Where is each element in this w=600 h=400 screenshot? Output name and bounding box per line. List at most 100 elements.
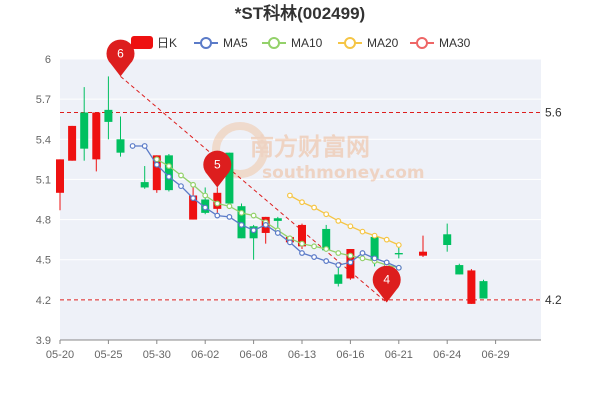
candle-body [68, 125, 77, 161]
x-tick-label: 06-21 [385, 349, 413, 361]
ma20-series [287, 192, 402, 248]
candle[interactable] [92, 112, 101, 172]
x-tick-label: 06-02 [191, 349, 219, 361]
marker-pin[interactable]: 6 [106, 39, 135, 77]
marker-pin[interactable]: 4 [372, 265, 401, 303]
candle[interactable] [237, 203, 246, 239]
candle[interactable] [467, 269, 476, 304]
candle[interactable] [394, 246, 403, 259]
legend-item-ma30[interactable]: MA30 [410, 36, 471, 50]
ma30-legend-marker [416, 37, 428, 49]
ma20-point [383, 236, 390, 243]
candle-body [152, 155, 161, 191]
candle-body [467, 270, 476, 304]
candle-body [164, 155, 173, 191]
x-tick-label: 06-13 [288, 349, 316, 361]
legend-label-ma5: MA5 [223, 36, 248, 50]
candle-body [419, 251, 427, 256]
ma5-point [287, 239, 293, 246]
ma5-point [274, 230, 281, 236]
candle[interactable] [334, 266, 343, 287]
watermark-logo: 南方财富网 southmoney.com [212, 122, 425, 183]
ma20-point [287, 192, 293, 199]
ma5-point [129, 143, 136, 149]
candle[interactable] [80, 87, 89, 161]
ma20-point [299, 199, 305, 206]
ma10-point [359, 255, 366, 262]
ma5-point [153, 161, 160, 168]
candle[interactable] [140, 166, 149, 189]
ma5-point [202, 204, 209, 211]
ma5-point [347, 259, 354, 266]
marker-pin[interactable]: 5 [203, 150, 232, 188]
legend-item-ma20[interactable]: MA20 [338, 36, 399, 50]
ma10-point [202, 192, 209, 199]
chart-title: *ST科林(002499) [235, 3, 365, 23]
marker-pin-label: 4 [383, 273, 390, 287]
ma20-point [347, 223, 354, 230]
kline-legend-swatch [131, 36, 153, 49]
ma5-point [214, 212, 221, 219]
candle[interactable] [164, 154, 173, 192]
candle-body [370, 236, 379, 260]
ma5-point [165, 173, 172, 180]
candle[interactable] [56, 159, 64, 211]
reference-line-label: 5.6 [545, 106, 562, 120]
legend-item-ma5[interactable]: MA5 [194, 36, 248, 50]
ma5-series [129, 143, 402, 271]
marker-pin-shape [372, 265, 401, 303]
y-axis: 6 5.7 5.4 5.1 4.8 4.5 4.2 3.9 [36, 54, 51, 347]
ma5-point [190, 195, 197, 202]
candle[interactable] [189, 186, 198, 220]
legend-item-ma10[interactable]: MA10 [262, 36, 323, 50]
candle-body [56, 159, 64, 193]
ma10-point [311, 243, 318, 250]
marker-pin-shape [203, 150, 232, 188]
candle[interactable] [443, 223, 452, 252]
legend-label-kline: 日K [157, 36, 177, 50]
moving-averages [129, 143, 402, 271]
x-tick-label: 05-20 [46, 349, 74, 361]
candle[interactable] [68, 125, 77, 161]
legend-label-ma10: MA10 [291, 36, 323, 50]
candle[interactable] [479, 279, 488, 299]
candle[interactable] [419, 235, 427, 258]
candle-body [104, 109, 113, 122]
trend-lines [120, 76, 388, 303]
candle-body [394, 253, 403, 255]
marker-pin-label: 6 [117, 46, 124, 60]
ma10-point [323, 246, 330, 252]
candle-body [443, 234, 452, 245]
ma20-point [395, 242, 402, 248]
plot-area [60, 59, 541, 340]
ma5-point [299, 250, 305, 256]
x-tick-label: 05-25 [94, 349, 122, 361]
candle[interactable] [104, 76, 113, 140]
ma10-point [250, 212, 257, 219]
candle[interactable] [455, 263, 464, 275]
ma10-point [299, 240, 305, 247]
ma5-point [335, 262, 342, 268]
ma10-point [335, 250, 342, 256]
candle-body [225, 152, 234, 204]
x-tick-label: 06-08 [240, 349, 268, 361]
ma10-point [178, 172, 184, 179]
trend-line [120, 76, 388, 303]
ma10-point [238, 209, 245, 216]
ma5-point [141, 143, 148, 149]
ma5-point [311, 254, 318, 260]
legend-item-kline[interactable]: 日K [131, 36, 177, 50]
x-tick-label: 05-30 [143, 349, 171, 361]
x-tick-label: 06-29 [482, 349, 510, 361]
candle[interactable] [116, 116, 125, 157]
candle-body [273, 218, 282, 221]
candle-body [334, 274, 343, 284]
ma5-point [238, 222, 245, 228]
ma20-point [335, 218, 342, 224]
ma20-point [359, 228, 366, 235]
ma10-legend-marker [268, 37, 280, 49]
x-axis: 05-20 05-25 05-30 06-02 06-08 06-13 06-16 06-21… [46, 339, 541, 361]
ma10-point [214, 200, 221, 207]
ma10-point [153, 156, 160, 163]
reference-lines: 5.6 4.2 [60, 106, 562, 307]
